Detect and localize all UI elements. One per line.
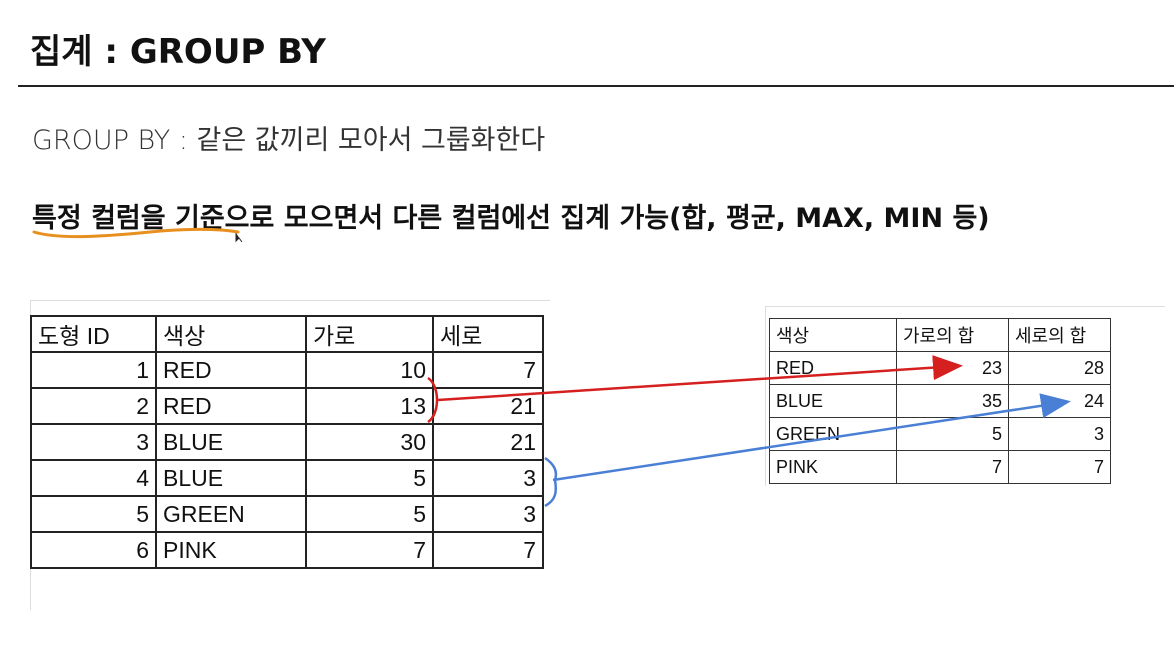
table-cell: GREEN xyxy=(155,495,307,533)
table-cell: 21 xyxy=(432,387,544,425)
slide-title: 집계 : GROUP BY xyxy=(30,32,326,72)
table-cell: 6 xyxy=(30,531,157,569)
table-cell: BLUE xyxy=(155,423,307,461)
grid-line xyxy=(765,306,766,486)
table-cell: 5 xyxy=(30,495,157,533)
header-cell: 도형 ID xyxy=(30,315,157,353)
table-cell: 3 xyxy=(432,459,544,497)
table-cell: GREEN xyxy=(769,417,897,451)
table-cell: 21 xyxy=(432,423,544,461)
table-row: 4 BLUE 5 3 xyxy=(30,459,544,497)
table-cell: BLUE xyxy=(155,459,307,497)
table-cell: PINK xyxy=(769,450,897,484)
header-cell: 가로의 합 xyxy=(896,318,1009,352)
table-row: 2 RED 13 21 xyxy=(30,387,544,425)
table-cell: 5 xyxy=(305,459,434,497)
red-bracket xyxy=(427,376,439,424)
table-cell: RED xyxy=(155,387,307,425)
table-cell: 7 xyxy=(1008,450,1111,484)
table-row: 6 PINK 7 7 xyxy=(30,531,544,569)
table-cell: 7 xyxy=(305,531,434,569)
table-cell: 13 xyxy=(305,387,434,425)
table-cell: 7 xyxy=(432,531,544,569)
table-header-row: 색상 가로의 합 세로의 합 xyxy=(769,318,1111,352)
table-cell: 3 xyxy=(432,495,544,533)
grid-line xyxy=(30,300,550,301)
table-cell: 1 xyxy=(30,351,157,389)
header-cell: 세로의 합 xyxy=(1008,318,1111,352)
table-cell: 5 xyxy=(305,495,434,533)
table-row: 3 BLUE 30 21 xyxy=(30,423,544,461)
table-cell: 3 xyxy=(30,423,157,461)
table-cell: 10 xyxy=(305,351,434,389)
subtitle-text: GROUP BY : 같은 값끼리 모아서 그룹화한다 xyxy=(32,125,546,156)
header-cell: 가로 xyxy=(305,315,434,353)
table-header-row: 도형 ID 색상 가로 세로 xyxy=(30,315,544,353)
table-cell: 30 xyxy=(305,423,434,461)
table-row: GREEN 5 3 xyxy=(769,417,1111,451)
table-cell: 7 xyxy=(432,351,544,389)
table-cell: BLUE xyxy=(769,384,897,418)
title-divider xyxy=(18,85,1174,87)
table-row: 5 GREEN 5 3 xyxy=(30,495,544,533)
header-cell: 색상 xyxy=(155,315,307,353)
blue-bracket xyxy=(544,456,558,481)
source-table: 도형 ID 색상 가로 세로 1 RED 10 7 2 RED 13 21 3 … xyxy=(30,300,544,569)
table-cell: 2 xyxy=(30,387,157,425)
red-arrow xyxy=(437,355,963,402)
table-row: PINK 7 7 xyxy=(769,450,1111,484)
table-cell: 4 xyxy=(30,459,157,497)
table-cell: PINK xyxy=(155,531,307,569)
header-cell: 세로 xyxy=(432,315,544,353)
table-row: 1 RED 10 7 xyxy=(30,351,544,389)
grid-line xyxy=(765,306,1165,307)
table-cell: RED xyxy=(155,351,307,389)
blue-arrow xyxy=(552,393,1071,482)
